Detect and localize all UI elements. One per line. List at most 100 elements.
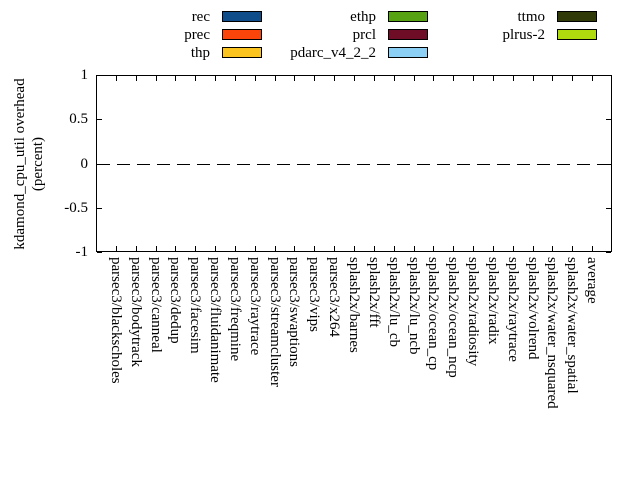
x-tick-label: splash2x/water_nsquared	[544, 257, 561, 409]
x-tick-mark-top	[394, 76, 395, 81]
legend-swatch	[222, 11, 262, 22]
x-tick-mark-top	[533, 76, 534, 81]
x-tick-mark-bottom	[354, 246, 355, 251]
x-tick-label: splash2x/ocean_ncp	[445, 257, 462, 378]
x-tick-mark-top	[156, 76, 157, 81]
y-tick-label: -0.5	[64, 200, 88, 216]
x-tick-mark-bottom	[314, 246, 315, 251]
x-tick-mark-top	[314, 76, 315, 81]
x-tick-label: splash2x/fft	[365, 257, 382, 328]
x-tick-label: parsec3/fluidanimate	[207, 257, 224, 383]
x-tick-mark-bottom	[255, 246, 256, 251]
y-axis-title-line2: (percent)	[30, 136, 46, 192]
y-tick-mark-left	[97, 208, 102, 209]
x-tick-mark-bottom	[275, 246, 276, 251]
legend-swatch	[557, 29, 597, 40]
x-tick-mark-top	[215, 76, 216, 81]
x-tick-mark-top	[374, 76, 375, 81]
x-tick-mark-top	[195, 76, 196, 81]
x-tick-mark-bottom	[493, 246, 494, 251]
x-tick-mark-top	[294, 76, 295, 81]
x-tick-mark-top	[493, 76, 494, 81]
x-tick-label: splash2x/barnes	[346, 257, 362, 353]
x-tick-mark-bottom	[592, 246, 593, 251]
x-tick-label: splash2x/water_spatial	[564, 257, 581, 394]
y-tick-mark-right	[606, 75, 611, 76]
x-tick-mark-top	[453, 76, 454, 81]
x-tick-label: splash2x/radiosity	[465, 257, 482, 367]
y-tick-label: -1	[75, 244, 89, 260]
x-tick-mark-top	[175, 76, 176, 81]
x-tick-mark-bottom	[116, 246, 117, 251]
legend-label: thp	[190, 45, 210, 61]
x-tick-mark-top	[592, 76, 593, 81]
legend-label: prec	[184, 27, 210, 43]
x-tick-mark-bottom	[374, 246, 375, 251]
x-tick-mark-bottom	[294, 246, 295, 251]
legend-label: ethp	[350, 9, 376, 25]
x-tick-mark-top	[255, 76, 256, 81]
y-tick-label: 1	[80, 67, 89, 83]
y-tick-mark-left	[97, 119, 102, 120]
x-tick-label: splash2x/volrend	[524, 257, 541, 360]
y-tick-label: 0	[80, 156, 89, 172]
legend-swatch	[388, 29, 428, 40]
y-tick-mark-left	[97, 75, 102, 76]
x-tick-mark-bottom	[414, 246, 415, 251]
legend-label: plrus-2	[502, 27, 546, 43]
x-tick-label: splash2x/raytrace	[504, 257, 521, 362]
zero-baseline	[97, 163, 611, 165]
x-tick-mark-top	[116, 76, 117, 81]
y-tick-mark-right	[606, 208, 611, 209]
x-tick-label: parsec3/bodytrack	[127, 257, 144, 367]
x-tick-mark-bottom	[156, 246, 157, 251]
y-tick-mark-left	[97, 164, 102, 165]
x-tick-mark-top	[572, 76, 573, 81]
x-tick-mark-bottom	[533, 246, 534, 251]
x-tick-mark-bottom	[572, 246, 573, 251]
y-tick-mark-right	[606, 164, 611, 165]
x-tick-mark-top	[334, 76, 335, 81]
x-tick-mark-top	[235, 76, 236, 81]
x-tick-label: parsec3/streamcluster	[266, 257, 283, 387]
x-tick-label: parsec3/facesim	[187, 257, 204, 354]
y-tick-label: 0.5	[69, 111, 88, 127]
x-tick-mark-bottom	[136, 246, 137, 251]
x-tick-label: parsec3/swaptions	[286, 257, 303, 367]
x-tick-label: splash2x/lu_cb	[385, 257, 402, 347]
legend-label: pdarc_v4_2_2	[290, 45, 376, 61]
x-tick-label: parsec3/blackscholes	[107, 257, 124, 384]
x-tick-label: parsec3/x264	[326, 257, 343, 337]
legend-label: prcl	[352, 27, 376, 43]
x-tick-label: parsec3/raytrace	[246, 257, 263, 356]
x-tick-label: splash2x/radix	[484, 257, 501, 345]
x-tick-label: parsec3/canneal	[147, 257, 164, 353]
y-tick-mark-left	[97, 252, 102, 253]
legend-swatch	[222, 29, 262, 40]
x-tick-mark-bottom	[394, 246, 395, 251]
legend-swatch	[222, 47, 262, 58]
x-tick-mark-bottom	[513, 246, 514, 251]
x-tick-mark-bottom	[235, 246, 236, 251]
legend-label: ttmo	[517, 9, 545, 25]
x-tick-mark-top	[354, 76, 355, 81]
legend-swatch	[388, 11, 428, 22]
y-tick-mark-right	[606, 119, 611, 120]
x-tick-mark-bottom	[473, 246, 474, 251]
x-tick-label: parsec3/freqmine	[226, 257, 243, 362]
x-tick-mark-top	[513, 76, 514, 81]
plot-area	[96, 75, 612, 252]
x-tick-mark-top	[552, 76, 553, 81]
x-tick-mark-bottom	[215, 246, 216, 251]
x-tick-mark-top	[275, 76, 276, 81]
x-tick-mark-bottom	[175, 246, 176, 251]
x-tick-mark-top	[414, 76, 415, 81]
x-tick-mark-bottom	[453, 246, 454, 251]
x-tick-mark-bottom	[433, 246, 434, 251]
x-tick-mark-bottom	[334, 246, 335, 251]
x-tick-mark-top	[136, 76, 137, 81]
y-axis-title: kdamond_cpu_util overhead (percent)	[11, 34, 47, 294]
x-tick-label: parsec3/vips	[306, 257, 323, 332]
x-tick-mark-bottom	[195, 246, 196, 251]
